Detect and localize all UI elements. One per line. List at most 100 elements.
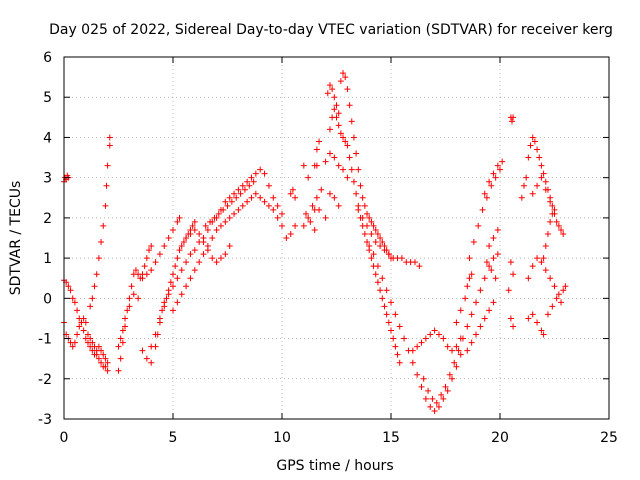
data-point bbox=[333, 114, 340, 121]
data-point bbox=[364, 222, 371, 229]
data-point bbox=[270, 194, 277, 201]
data-point bbox=[409, 359, 416, 366]
data-point bbox=[549, 303, 556, 310]
data-point bbox=[189, 222, 196, 229]
data-point bbox=[217, 255, 224, 262]
data-point bbox=[374, 230, 381, 237]
data-point bbox=[100, 222, 107, 229]
data-point bbox=[239, 182, 246, 189]
data-point bbox=[398, 255, 405, 262]
data-point bbox=[130, 291, 137, 298]
data-point bbox=[252, 190, 259, 197]
data-point bbox=[486, 307, 493, 314]
data-point bbox=[390, 335, 397, 342]
data-point bbox=[270, 206, 277, 213]
data-point bbox=[499, 158, 506, 165]
data-point bbox=[488, 182, 495, 189]
data-point bbox=[451, 359, 458, 366]
data-point bbox=[560, 230, 567, 237]
data-point bbox=[98, 239, 105, 246]
axis-ticks: 0 5 10 15 20 25 -3 -2 -1 0 1 2 3 4 5 6 bbox=[38, 50, 618, 446]
data-point bbox=[287, 230, 294, 237]
data-point bbox=[257, 166, 264, 173]
data-point bbox=[490, 235, 497, 241]
y-tick-label: 2 bbox=[43, 211, 52, 227]
data-point bbox=[488, 267, 495, 274]
data-point bbox=[497, 166, 503, 173]
data-point bbox=[538, 259, 545, 266]
data-point bbox=[241, 186, 248, 193]
data-point bbox=[95, 355, 102, 362]
data-point bbox=[383, 287, 390, 294]
data-point bbox=[435, 331, 442, 338]
data-point bbox=[117, 335, 124, 342]
data-point bbox=[148, 267, 155, 274]
data-point bbox=[466, 255, 473, 262]
data-point bbox=[98, 347, 105, 354]
data-point bbox=[444, 387, 451, 394]
data-point bbox=[359, 194, 366, 201]
data-point bbox=[178, 243, 185, 250]
data-point bbox=[335, 202, 342, 209]
data-point bbox=[237, 190, 244, 197]
data-point bbox=[93, 271, 100, 278]
data-point bbox=[139, 275, 146, 282]
data-point bbox=[409, 347, 416, 354]
data-point bbox=[98, 359, 105, 366]
data-point bbox=[342, 74, 349, 81]
data-point bbox=[183, 235, 190, 241]
data-point bbox=[368, 218, 375, 225]
data-point bbox=[494, 251, 501, 258]
data-point bbox=[200, 239, 207, 246]
data-point bbox=[337, 130, 344, 137]
data-point bbox=[394, 351, 401, 358]
data-point bbox=[183, 259, 190, 266]
data-point bbox=[442, 383, 449, 390]
data-point bbox=[560, 287, 567, 294]
data-point bbox=[252, 170, 259, 177]
data-point bbox=[202, 222, 209, 229]
data-point bbox=[542, 178, 549, 185]
data-point bbox=[102, 363, 109, 370]
data-point bbox=[494, 162, 501, 169]
data-point bbox=[468, 311, 475, 318]
data-point bbox=[453, 363, 460, 370]
data-point bbox=[289, 186, 296, 193]
data-point bbox=[191, 267, 198, 274]
data-point bbox=[233, 194, 240, 201]
data-point bbox=[104, 162, 111, 169]
data-point bbox=[431, 407, 438, 414]
data-point bbox=[418, 339, 425, 346]
data-point bbox=[536, 154, 543, 161]
data-point bbox=[449, 375, 456, 382]
data-point bbox=[165, 291, 172, 298]
data-point bbox=[527, 142, 534, 149]
data-point bbox=[477, 287, 484, 294]
data-point bbox=[148, 243, 155, 250]
data-point bbox=[209, 255, 216, 262]
data-point bbox=[170, 271, 176, 278]
y-tick-label: 0 bbox=[43, 291, 52, 307]
data-point bbox=[344, 174, 351, 181]
data-point bbox=[361, 230, 368, 237]
data-point bbox=[163, 295, 170, 302]
data-point bbox=[364, 210, 371, 217]
data-point bbox=[416, 263, 423, 270]
data-point bbox=[143, 355, 150, 362]
data-points bbox=[61, 70, 569, 414]
data-point bbox=[174, 299, 181, 306]
data-point bbox=[335, 162, 342, 169]
data-point bbox=[329, 86, 336, 93]
data-point bbox=[553, 295, 560, 302]
data-point bbox=[361, 202, 368, 209]
data-point bbox=[335, 110, 342, 117]
data-point bbox=[106, 142, 113, 149]
grid-lines bbox=[64, 57, 609, 419]
data-point bbox=[483, 194, 490, 201]
data-point bbox=[551, 283, 558, 290]
data-point bbox=[418, 383, 425, 390]
data-point bbox=[529, 134, 536, 141]
data-point bbox=[534, 255, 541, 262]
data-point bbox=[381, 303, 388, 310]
data-point bbox=[342, 138, 349, 145]
